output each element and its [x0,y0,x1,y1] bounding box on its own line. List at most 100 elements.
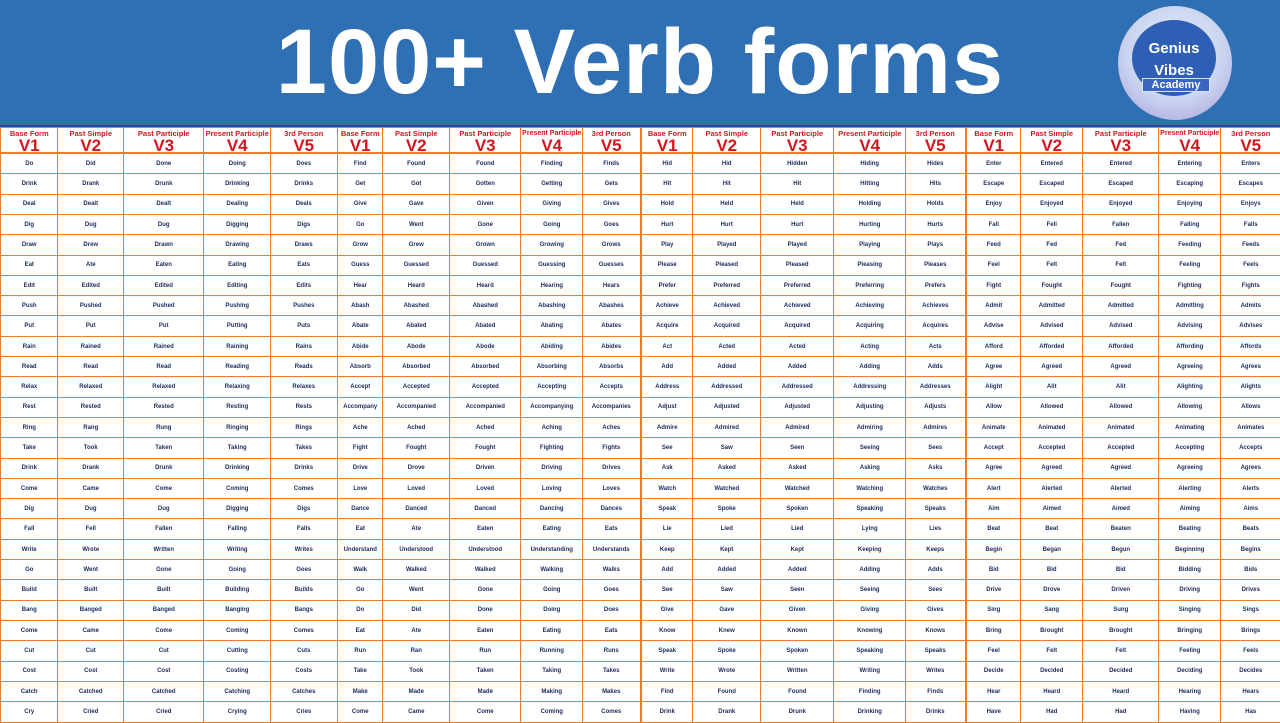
column-header-label: Present Participle [205,129,269,138]
verb-cell-v3: Hidden [760,153,835,175]
verb-cell-v1: Rain [0,335,59,358]
verb-cell-v1: Give [641,599,694,622]
verb-cell-v2: Asked [692,457,762,480]
verb-cell-v5: Pleases [905,254,966,277]
verb-cell-v4: Growing [520,234,584,256]
verb-cell-v4: Achieving [833,295,907,317]
verb-cell-v2: Did [382,599,451,622]
verb-cell-v3: Hit [760,173,835,196]
verb-cell-v5: Pushes [270,295,338,317]
verb-cell-v3: Grown [449,234,522,256]
verb-cell-v4: Taking [203,437,272,459]
verb-cell-v2: Addressed [692,376,762,399]
verb-cell-v4: Speaking [833,498,907,520]
verb-cell-v2: Gave [382,193,451,216]
verb-cell-v5: Goes [582,579,641,602]
column-header-v5: 3rd Person V5 [905,127,966,153]
column-header-code: V3 [153,136,175,153]
verb-cell-v4: Resting [203,396,272,419]
verb-cell-v5: Takes [270,437,338,459]
verb-cell-v1: Come [0,477,59,500]
verb-cell-v4: Hiding [833,153,907,175]
verb-cell-v5: Fights [582,437,641,459]
column-header-v1: Base Form V1 [641,127,694,153]
verb-cell-v1: Add [641,356,694,378]
verb-cell-v3: Cut [123,640,205,662]
verb-cell-v3: Bid [1082,559,1160,581]
verb-cell-v5: Advises [1220,315,1280,338]
verb-cell-v5: Adjusts [905,396,966,419]
verb-cell-v1: Please [641,254,694,277]
verb-cell-v2: Felt [1020,640,1084,662]
verb-cell-v4: Preferring [833,274,907,297]
verb-cell-v1: Drive [337,457,384,480]
column-header-v2: Past Simple V2 [382,127,451,153]
verb-cell-v1: Feed [966,234,1022,256]
verb-cell-v4: Giving [833,599,907,622]
verb-cell-v5: Feels [1220,254,1280,277]
verb-cell-v1: Go [337,213,384,236]
column-header-label: Past Simple [69,129,113,138]
verb-cell-v1: Admit [966,295,1022,317]
verb-cell-v3: Rung [123,416,205,439]
verb-cell-v2: Wrote [57,538,125,561]
verb-cell-v3: Advised [1082,315,1160,338]
verb-cell-v3: Banged [123,599,205,622]
verb-cell-v5: Agrees [1220,356,1280,378]
verb-cell-v1: Play [641,234,694,256]
verb-cell-v2: Allowed [1020,396,1084,419]
verb-cell-v5: Hurts [905,213,966,236]
verb-cell-v1: Acquire [641,315,694,338]
verb-cell-v4: Understanding [520,538,584,561]
verb-cell-v3: Read [123,356,205,378]
verb-cell-v4: Lying [833,518,907,541]
column-header-code: V5 [293,136,315,153]
verb-cell-v3: Fed [1082,234,1160,256]
verb-cell-v5: Sees [905,579,966,602]
verb-cell-v4: Admitting [1158,295,1222,317]
verb-cell-v4: Affording [1158,335,1222,358]
verb-cell-v2: Hid [692,153,762,175]
verb-cell-v1: Draw [0,234,59,256]
verb-cell-v5: Plays [905,234,966,256]
verb-cell-v3: Put [123,315,205,338]
verb-cell-v4: Walking [520,559,584,581]
verb-cell-v5: Aches [582,416,641,439]
verb-cell-v2: Made [382,680,451,703]
verb-cell-v2: Bid [1020,559,1084,581]
verb-cell-v1: Sing [966,599,1022,622]
verb-cell-v5: Lies [905,518,966,541]
verb-cell-v3: Aimed [1082,498,1160,520]
verb-cell-v1: Adjust [641,396,694,419]
verb-cell-v2: Aimed [1020,498,1084,520]
verb-cell-v3: Fallen [1082,213,1160,236]
verb-cell-v5: Comes [270,619,338,642]
logo-text-line2: Vibes [1154,62,1194,79]
column-header-code: V4 [541,136,563,153]
verb-cell-v1: Find [641,680,694,703]
column-header-label: Base Form [647,129,687,138]
verb-cell-v4: Accompanying [520,396,584,419]
verb-cell-v3: Made [449,680,522,703]
verb-cell-v1: Fight [966,274,1022,297]
verb-cell-v5: Deals [270,193,338,216]
verb-cell-v2: Abated [382,315,451,338]
verb-cell-v5: Relaxes [270,376,338,399]
verb-cell-v5: Hides [905,153,966,175]
verb-cell-v3: Rained [123,335,205,358]
verb-cell-v2: Cost [57,660,125,683]
verb-cell-v2: Alit [1020,376,1084,399]
verb-cell-v4: Aching [520,416,584,439]
verb-cell-v2: Lied [692,518,762,541]
verb-cell-v2: Rained [57,335,125,358]
verb-cell-v2: Fell [57,518,125,541]
verb-cell-v2: Felt [1020,254,1084,277]
verb-cell-v4: Escaping [1158,173,1222,196]
column-header-label: Present Participle [522,130,582,137]
verb-cell-v4: Seeing [833,437,907,459]
verb-cell-v4: Loving [520,477,584,500]
verb-cell-v2: Entered [1020,153,1084,175]
verb-cell-v4: Asking [833,457,907,480]
verb-cell-v5: Hits [905,173,966,196]
column-header-label: 3rd Person [591,129,631,138]
